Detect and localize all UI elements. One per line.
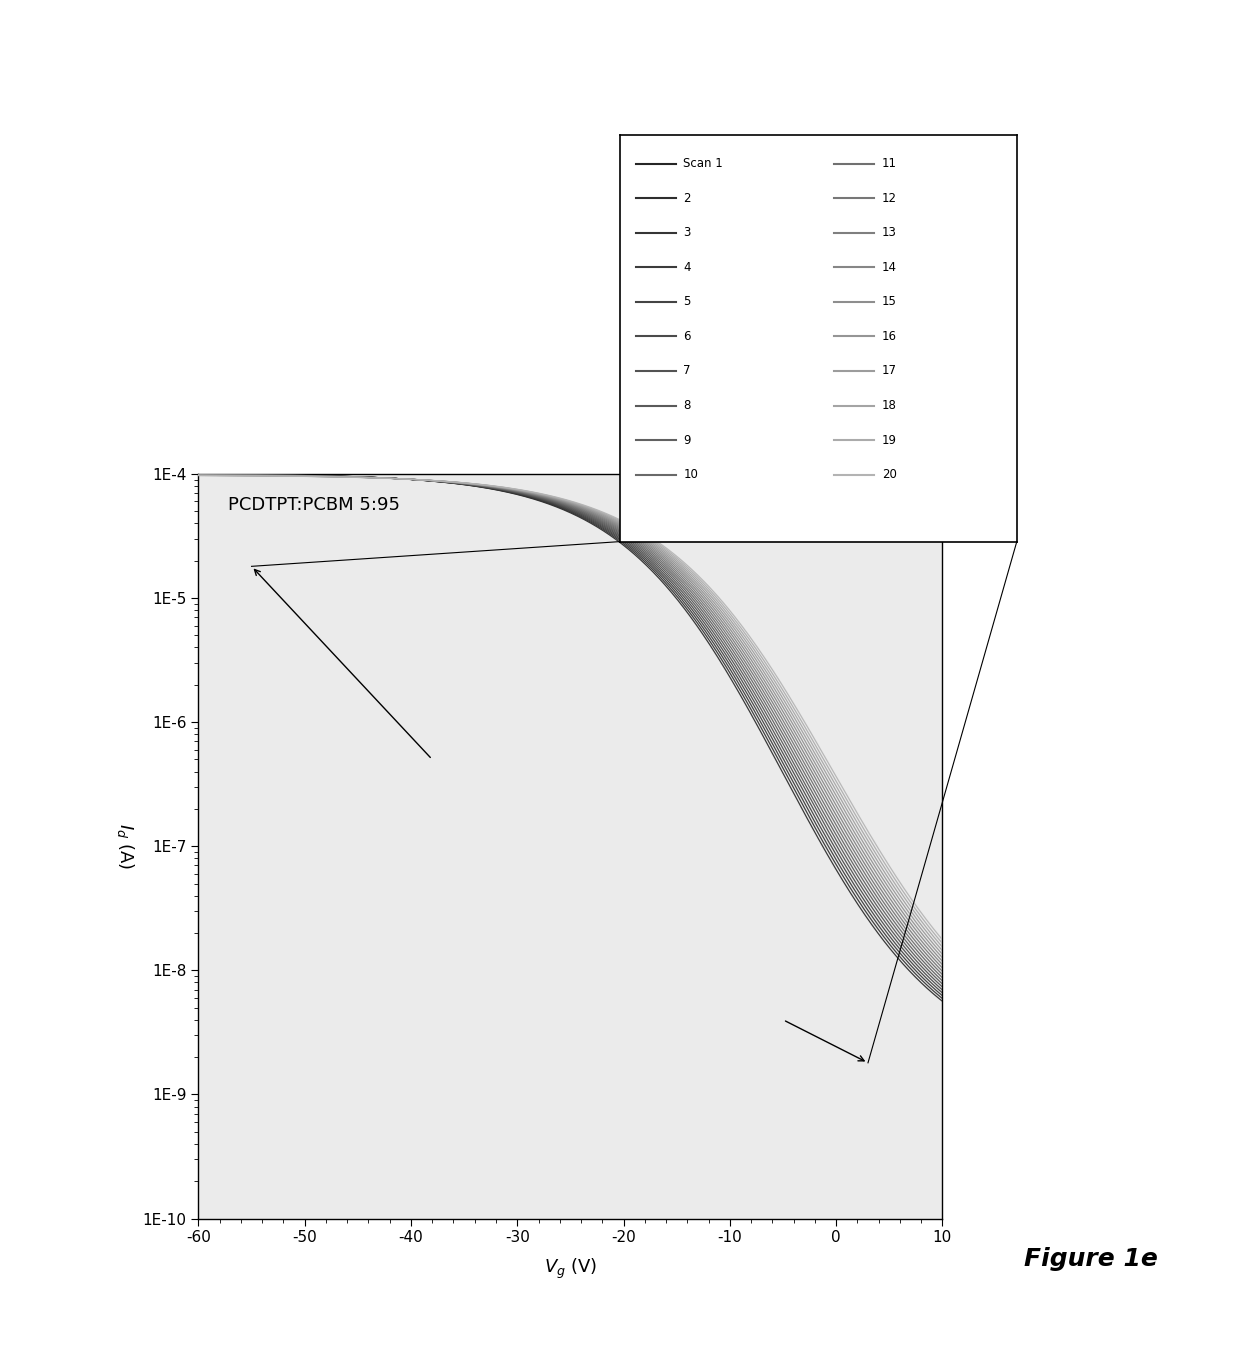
Text: 5: 5	[683, 295, 691, 309]
Text: Scan 1: Scan 1	[683, 157, 723, 171]
Text: 10: 10	[683, 468, 698, 481]
Text: 3: 3	[683, 226, 691, 240]
Text: 2: 2	[683, 192, 691, 204]
Text: 9: 9	[683, 433, 691, 447]
Text: 11: 11	[882, 157, 897, 171]
Text: 19: 19	[882, 433, 897, 447]
Text: 16: 16	[882, 330, 897, 343]
Text: 12: 12	[882, 192, 897, 204]
Text: PCDTPT:PCBM 5:95: PCDTPT:PCBM 5:95	[228, 496, 401, 515]
Text: 20: 20	[882, 468, 897, 481]
Text: Figure 1e: Figure 1e	[1024, 1247, 1158, 1271]
X-axis label: $V_g$ (V): $V_g$ (V)	[543, 1257, 598, 1281]
Text: 4: 4	[683, 261, 691, 274]
Text: 13: 13	[882, 226, 897, 240]
Text: 14: 14	[882, 261, 897, 274]
Text: 6: 6	[683, 330, 691, 343]
Text: 17: 17	[882, 364, 897, 378]
Text: 7: 7	[683, 364, 691, 378]
Text: 8: 8	[683, 399, 691, 412]
Text: 15: 15	[882, 295, 897, 309]
Text: 18: 18	[882, 399, 897, 412]
Y-axis label: $I_d$ (A): $I_d$ (A)	[115, 823, 136, 869]
